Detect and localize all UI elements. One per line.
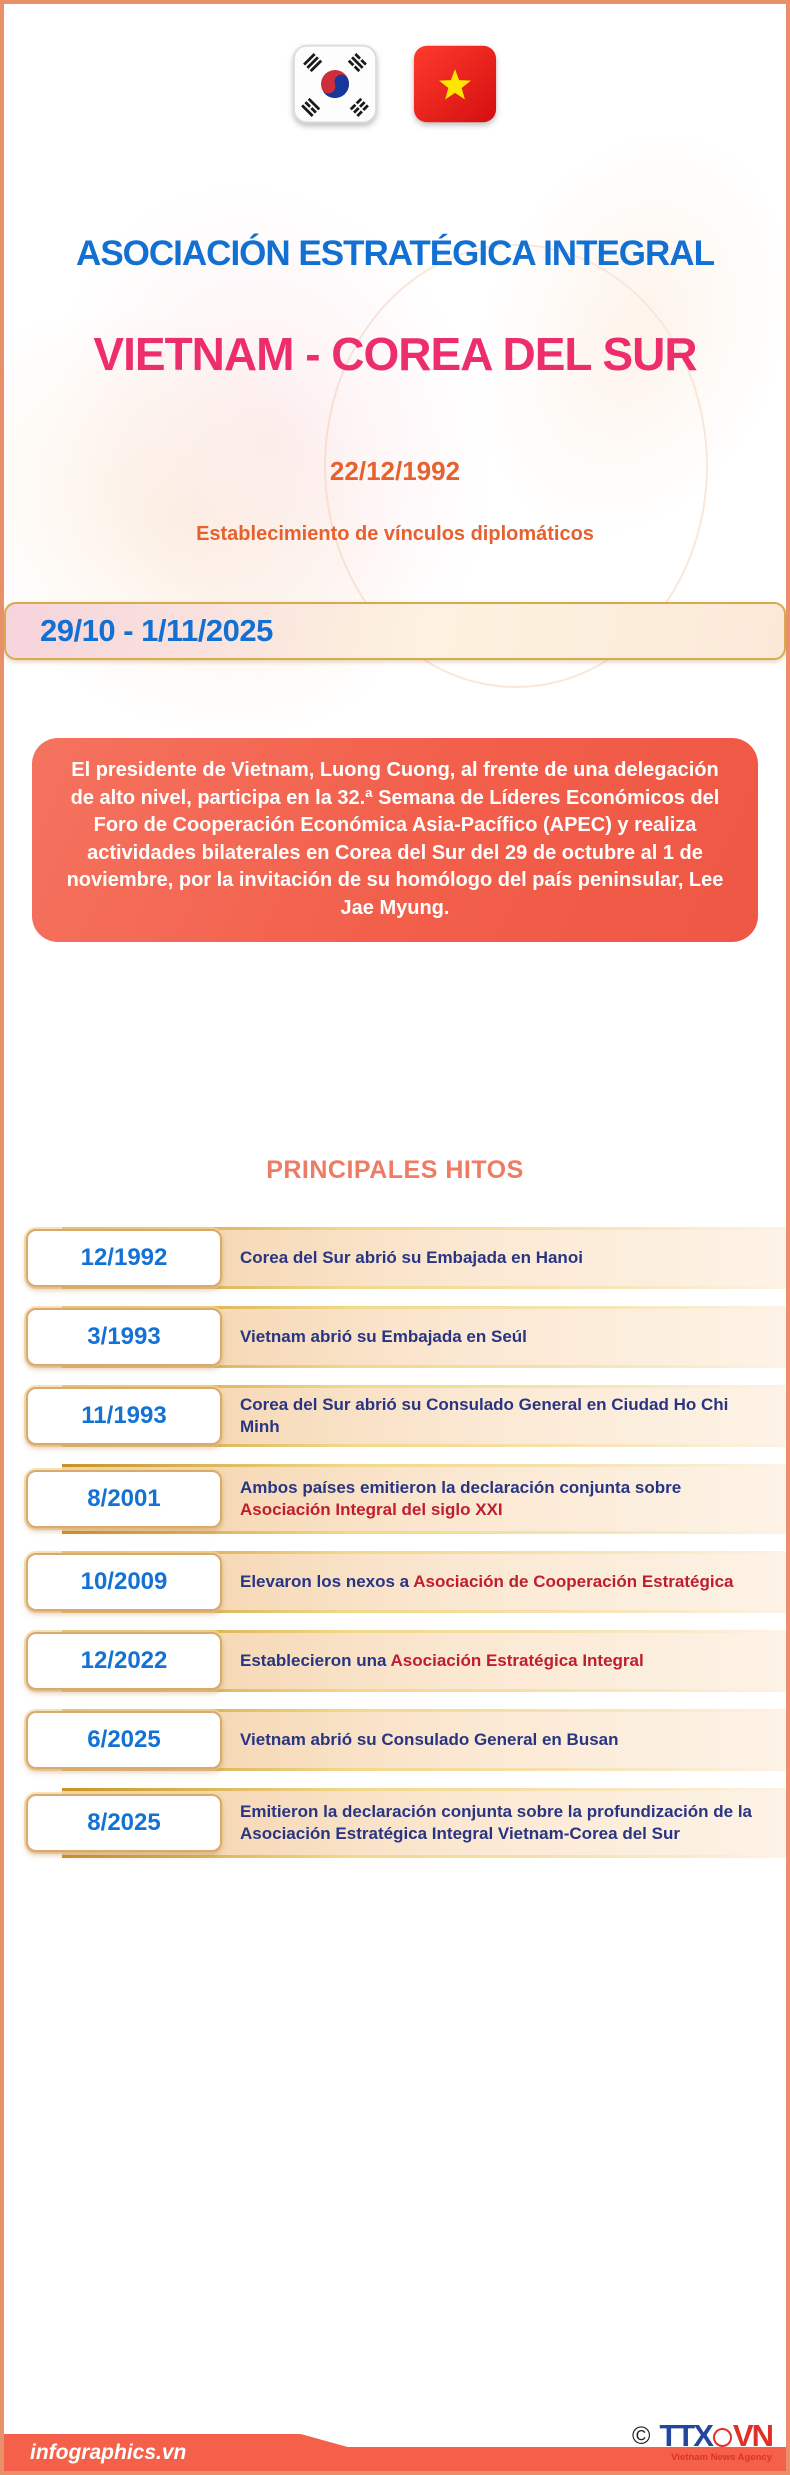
milestone-text: Elevaron los nexos a Asociación de Coope… <box>240 1571 734 1591</box>
milestone-date: 3/1993 <box>87 1322 161 1350</box>
countries-title: VIETNAM - COREA DEL SUR <box>93 328 697 380</box>
milestone-text: Establecieron una Asociación Estratégica… <box>240 1650 644 1670</box>
milestone-date-chip: 11/1993 <box>26 1386 222 1445</box>
flags-row <box>4 44 786 124</box>
visit-dates-pill: 29/10 - 1/11/2025 <box>4 602 786 660</box>
milestone-row: 12/1992 Corea del Sur abrió su Embajada … <box>4 1226 786 1289</box>
milestone-date-chip: 8/2001 <box>26 1469 222 1528</box>
milestone-date: 12/1992 <box>80 1243 168 1271</box>
intro-paragraph: El presidente de Vietnam, Luong Cuong, a… <box>32 738 758 942</box>
milestone-text: Vietnam abrió su Consulado General en Bu… <box>240 1729 619 1749</box>
ttxvn-logo: TTX VN <box>659 2418 774 2453</box>
copyright-symbol: © <box>631 2422 651 2450</box>
milestone-row: 10/2009 Elevaron los nexos a Asociación … <box>4 1550 786 1613</box>
globe-icon <box>712 2428 732 2447</box>
agency-logo: © TTX VN Vietnam News Agency <box>631 2418 774 2463</box>
milestone-text: Ambos países emitieron la declaración co… <box>240 1477 682 1519</box>
milestone-date: 12/2022 <box>80 1646 168 1674</box>
milestone-text: Emitieron la declaración conjunta sobre … <box>240 1801 752 1843</box>
visit-dates: 29/10 - 1/11/2025 <box>40 613 273 648</box>
main-title: ASOCIACIÓN ESTRATÉGICA INTEGRAL <box>76 234 715 273</box>
milestone-text: Vietnam abrió su Embajada en Seúl <box>240 1326 527 1346</box>
established-date: 22/12/1992 <box>329 456 461 486</box>
site-name: infographics.vn <box>30 2440 187 2464</box>
milestone-date-chip: 12/1992 <box>26 1228 222 1287</box>
milestone-date: 8/2001 <box>87 1484 161 1512</box>
milestone-text: Corea del Sur abrió su Embajada en Hanoi <box>240 1247 583 1267</box>
background-petal <box>4 109 575 759</box>
milestone-row: 6/2025 Vietnam abrió su Consulado Genera… <box>4 1708 786 1771</box>
milestones-timeline: 12/1992 Corea del Sur abrió su Embajada … <box>4 1226 786 1858</box>
milestone-row: 3/1993 Vietnam abrió su Embajada en Seúl <box>4 1305 786 1368</box>
milestone-date-chip: 10/2009 <box>26 1552 222 1611</box>
agency-name: Vietnam News Agency <box>671 2452 772 2463</box>
footer-ribbon: infographics.vn <box>4 2434 349 2471</box>
milestone-row: 8/2001 Ambos países emitieron la declara… <box>4 1463 786 1534</box>
milestone-row: 11/1993 Corea del Sur abrió su Consulado… <box>4 1384 786 1447</box>
milestone-date: 11/1993 <box>81 1401 167 1429</box>
established-label: Establecimiento de vínculos diplomáticos <box>196 523 594 545</box>
milestone-text: Corea del Sur abrió su Consulado General… <box>240 1394 729 1436</box>
milestone-date: 6/2025 <box>87 1725 161 1753</box>
milestone-date-chip: 8/2025 <box>26 1793 222 1852</box>
milestones-heading: PRINCIPALES HITOS <box>266 1155 524 1184</box>
vietnam-flag-icon <box>413 45 497 123</box>
milestone-date: 10/2009 <box>80 1567 168 1595</box>
south-korea-flag-icon <box>293 44 377 124</box>
milestone-row: 12/2022 Establecieron una Asociación Est… <box>4 1629 786 1692</box>
milestone-date-chip: 12/2022 <box>26 1631 222 1690</box>
milestone-date-chip: 6/2025 <box>26 1710 222 1769</box>
milestone-row: 8/2025 Emitieron la declaración conjunta… <box>4 1787 786 1858</box>
milestone-date-chip: 3/1993 <box>26 1307 222 1366</box>
milestone-date: 8/2025 <box>87 1808 161 1836</box>
